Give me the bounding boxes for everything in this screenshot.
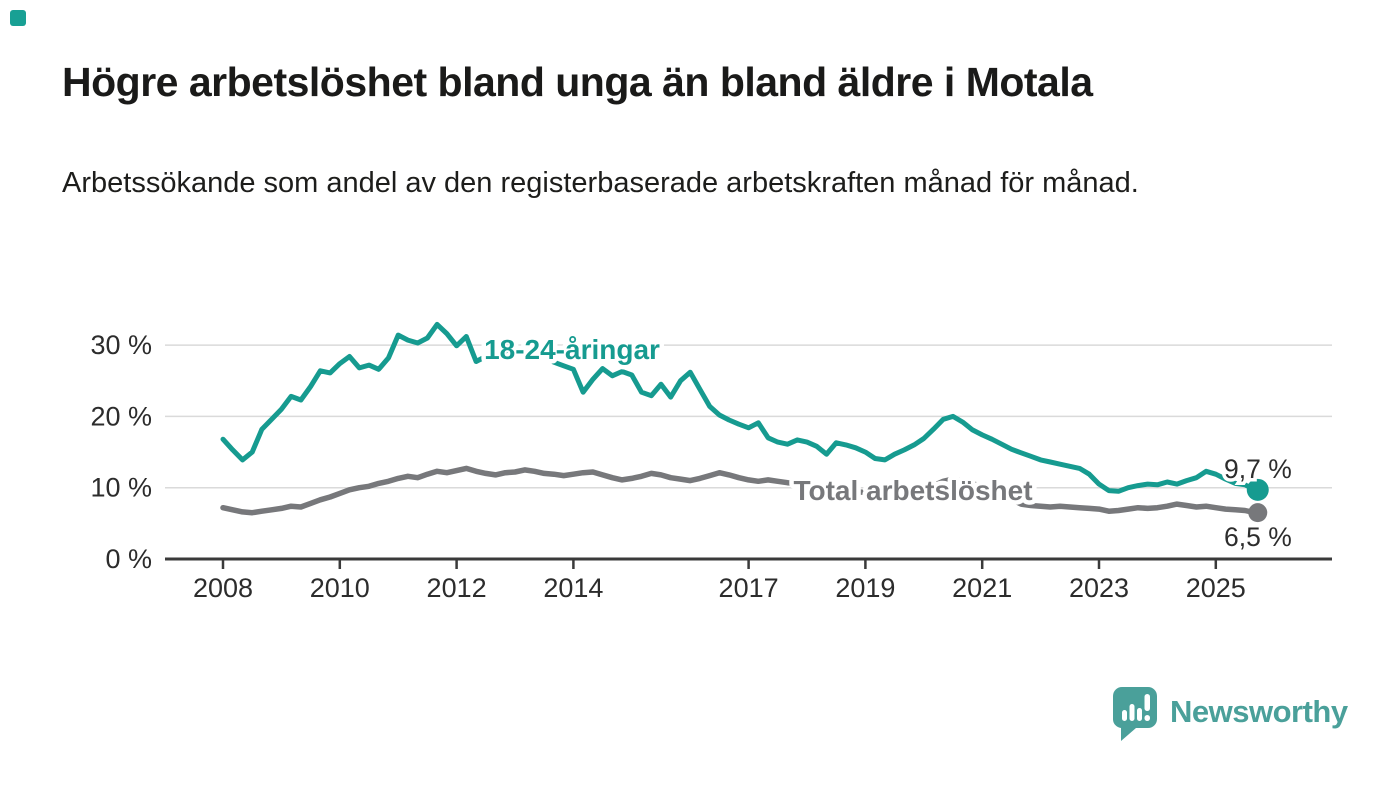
series-label-total: Total arbetslöshet <box>793 475 1032 506</box>
y-tick-label-10: 10 % <box>90 473 152 503</box>
x-tick-label-2010: 2010 <box>310 573 370 603</box>
logo-bar-3 <box>1137 708 1142 721</box>
page-title: Högre arbetslöshet bland unga än bland ä… <box>62 59 1093 105</box>
x-tick-label-2012: 2012 <box>427 573 487 603</box>
x-tick-label-2023: 2023 <box>1069 573 1129 603</box>
newsworthy-logo-text: Newsworthy <box>1170 694 1348 729</box>
end-dot-total <box>1248 503 1268 523</box>
x-tick-label-2019: 2019 <box>835 573 895 603</box>
corner-accent-mark <box>10 10 26 26</box>
end-value-label-youth: 9,7 % <box>1224 454 1292 484</box>
logo-bar-1 <box>1122 710 1127 721</box>
logo-bar-2 <box>1129 704 1135 721</box>
page-subtitle: Arbetssökande som andel av den registerb… <box>62 167 1139 199</box>
x-tick-label-2021: 2021 <box>952 573 1012 603</box>
logo-bubble-shape <box>1112 687 1157 741</box>
series-label-youth: 18-24-åringar <box>484 334 660 365</box>
y-tick-label-30: 30 % <box>90 330 152 360</box>
newsworthy-logo-icon <box>1112 687 1157 741</box>
end-dot-youth <box>1246 478 1269 501</box>
x-tick-label-2017: 2017 <box>719 573 779 603</box>
end-value-label-total: 6,5 % <box>1224 522 1292 552</box>
series-line-total <box>220 465 1258 516</box>
newsworthy-branding: Newsworthy <box>1112 686 1348 742</box>
y-tick-label-0: 0 % <box>105 544 152 574</box>
x-tick-label-2008: 2008 <box>193 573 253 603</box>
logo-exclamation-bar <box>1144 694 1150 711</box>
logo-exclamation-dot <box>1144 715 1150 721</box>
x-tick-label-2014: 2014 <box>543 573 603 603</box>
y-tick-label-20: 20 % <box>90 401 152 431</box>
series-line-youth <box>220 321 1258 494</box>
x-tick-label-2025: 2025 <box>1186 573 1246 603</box>
